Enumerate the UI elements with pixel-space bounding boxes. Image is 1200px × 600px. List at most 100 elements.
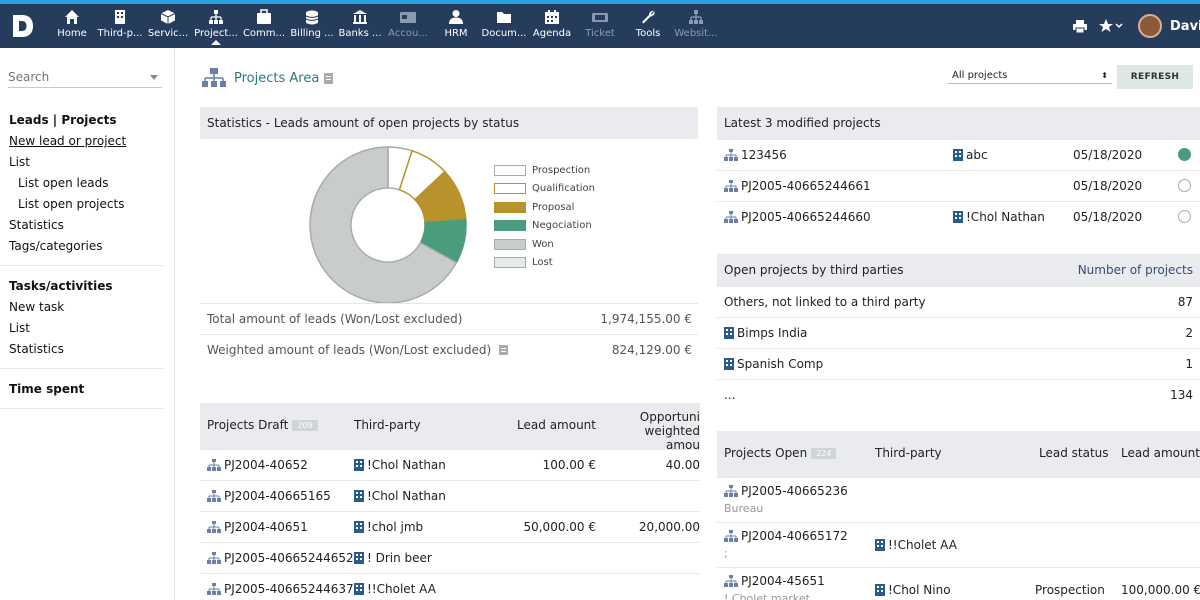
third-party-link[interactable]: ! Drin beer bbox=[354, 551, 432, 565]
folder-icon bbox=[497, 12, 511, 23]
building-icon bbox=[115, 10, 125, 24]
projects-draft-table: Projects Draft 209 Third-party Lead amoun… bbox=[200, 403, 700, 600]
sidebar-item[interactable]: List bbox=[9, 155, 30, 169]
menu-item-banks[interactable]: Banks ... bbox=[336, 4, 384, 48]
menu-item-label: Servic... bbox=[147, 28, 189, 39]
legend-entry: Qualification bbox=[494, 180, 595, 199]
briefcase-icon bbox=[257, 9, 271, 24]
sidebar-item[interactable]: Statistics bbox=[9, 342, 64, 356]
company-icon bbox=[953, 149, 963, 161]
total-leads-row: Total amount of leads (Won/Lost excluded… bbox=[200, 303, 698, 334]
sidebar-item[interactable]: List bbox=[9, 321, 30, 335]
third-party-link[interactable]: !Chol Nino bbox=[875, 583, 951, 597]
info-icon[interactable] bbox=[324, 72, 334, 84]
menu-item-label: Tools bbox=[635, 28, 661, 39]
project-ref[interactable]: PJ2004-40652 bbox=[207, 458, 308, 472]
third-parties-header: Open projects by third parties Number of… bbox=[717, 254, 1200, 286]
menu-item-comm[interactable]: Comm... bbox=[240, 4, 288, 48]
third-party-link[interactable]: abc bbox=[953, 148, 988, 162]
search-input[interactable] bbox=[8, 70, 138, 84]
sidebar-group: Leads | Projects New lead or project List L… bbox=[0, 110, 164, 266]
menu-item-accou[interactable]: Accou... bbox=[384, 4, 432, 48]
username[interactable]: David bbox=[1170, 18, 1200, 34]
sidebar-item[interactable]: Tags/categories bbox=[9, 239, 103, 253]
project-ref[interactable]: 123456 bbox=[724, 148, 787, 162]
menu-item-home[interactable]: Home bbox=[48, 4, 96, 48]
third-party-link[interactable]: !!Cholet AA bbox=[875, 538, 957, 552]
chart-legend: Prospection Qualification Proposal Negociat… bbox=[494, 161, 595, 272]
menu-item-billing[interactable]: Billing ... bbox=[288, 4, 336, 48]
sidebar-item[interactable]: New task bbox=[9, 300, 65, 314]
menu-item-docum[interactable]: Docum... bbox=[480, 4, 528, 48]
project-icon bbox=[207, 459, 221, 471]
third-party-name[interactable]: Spanish Comp bbox=[724, 357, 823, 371]
menu-item-websit[interactable]: Websit... bbox=[672, 4, 720, 48]
sidebar-item[interactable]: List open projects bbox=[18, 197, 125, 211]
sidebar-item[interactable]: Statistics bbox=[9, 218, 64, 232]
home-icon bbox=[65, 10, 79, 24]
bookmark-star-icon[interactable] bbox=[1094, 19, 1128, 33]
sidebar-heading[interactable]: Tasks/activities bbox=[9, 279, 113, 293]
project-ref[interactable]: PJ2005-40665244661 bbox=[724, 179, 871, 193]
dolibarr-logo[interactable] bbox=[10, 12, 36, 40]
project-count: 87 bbox=[1177, 295, 1193, 309]
sidebar-item[interactable]: New lead or project bbox=[9, 134, 127, 148]
company-icon bbox=[875, 539, 885, 551]
sidebar-heading[interactable]: Leads | Projects bbox=[9, 113, 117, 127]
table-row: PJ2005-40665244661 05/18/2020 bbox=[717, 170, 1200, 201]
lead-amount: 50,000.00 € bbox=[523, 520, 596, 534]
third-parties-panel: Open projects by third parties Number of… bbox=[717, 254, 1200, 410]
menu-item-agenda[interactable]: Agenda bbox=[528, 4, 576, 48]
projects-open-title[interactable]: Projects Open 224 bbox=[724, 446, 837, 460]
company-icon bbox=[875, 584, 885, 596]
legend-label: Qualification bbox=[532, 183, 595, 195]
chart-area: Prospection Qualification Proposal Negociat… bbox=[200, 139, 698, 304]
search-box[interactable] bbox=[8, 70, 162, 88]
third-party-link[interactable]: !Chol Nathan bbox=[354, 458, 446, 472]
company-icon bbox=[354, 459, 364, 471]
project-ref[interactable]: PJ2005-40665244637 bbox=[207, 582, 354, 596]
chevron-down-icon[interactable] bbox=[150, 75, 158, 80]
project-ref[interactable]: PJ2004-45651 bbox=[724, 574, 825, 588]
project-ref[interactable]: PJ2005-40665244660 bbox=[724, 210, 871, 224]
project-filter-select[interactable]: All projects ⬍ bbox=[948, 68, 1112, 84]
sidebar-heading[interactable]: Time spent bbox=[9, 382, 85, 396]
menu-item-label: Project... bbox=[194, 28, 238, 39]
project-ref[interactable]: PJ2005-40665244652 bbox=[207, 551, 354, 565]
menu-item-project[interactable]: Project... bbox=[192, 4, 240, 48]
third-parties-title: Open projects by third parties bbox=[724, 263, 904, 277]
print-icon[interactable] bbox=[1066, 19, 1094, 34]
avatar[interactable] bbox=[1138, 14, 1162, 38]
menu-item-hrm[interactable]: HRM bbox=[432, 4, 480, 48]
project-ref[interactable]: PJ2005-40665236 bbox=[724, 484, 848, 498]
legend-entry: Negociation bbox=[494, 217, 595, 236]
project-ref[interactable]: PJ2004-40665165 bbox=[207, 489, 331, 503]
page-title-text: Projects Area bbox=[234, 70, 320, 86]
projects-draft-header: Projects Draft 209 Third-party Lead amoun… bbox=[200, 403, 700, 452]
third-party-name: ... bbox=[724, 388, 736, 402]
info-icon[interactable] bbox=[499, 345, 509, 355]
company-icon bbox=[354, 521, 364, 533]
third-party-name[interactable]: Bimps India bbox=[724, 326, 807, 340]
third-party-link[interactable]: !!Cholet AA bbox=[354, 582, 436, 596]
sidebar-item[interactable]: List open leads bbox=[18, 176, 109, 190]
menu-item-servic[interactable]: Servic... bbox=[144, 4, 192, 48]
third-party-link[interactable]: !chol jmb bbox=[354, 520, 423, 534]
third-party-link[interactable]: !Chol Nathan bbox=[953, 210, 1045, 224]
refresh-button[interactable]: REFRESH bbox=[1117, 65, 1193, 89]
project-ref[interactable]: PJ2004-40665172 bbox=[724, 529, 848, 543]
third-party-link[interactable]: !Chol Nathan bbox=[354, 489, 446, 503]
latest-projects-title: Latest 3 modified projects bbox=[717, 107, 1200, 139]
menu-item-ticket[interactable]: Ticket bbox=[576, 4, 624, 48]
menu-item-tools[interactable]: Tools bbox=[624, 4, 672, 48]
legend-label: Proposal bbox=[532, 201, 575, 213]
wrench-icon bbox=[642, 10, 655, 24]
projects-draft-title[interactable]: Projects Draft 209 bbox=[207, 418, 318, 432]
menu-item-label: Banks ... bbox=[338, 28, 382, 39]
menu-item-thirdp[interactable]: Third-p... bbox=[96, 4, 144, 48]
legend-label: Prospection bbox=[532, 164, 591, 176]
table-row: PJ2005-40665244660 !Chol Nathan 05/18/2020 bbox=[717, 201, 1200, 232]
legend-label: Negociation bbox=[532, 220, 592, 232]
table-row: Spanish Comp 1 bbox=[717, 348, 1200, 379]
project-ref[interactable]: PJ2004-40651 bbox=[207, 520, 308, 534]
